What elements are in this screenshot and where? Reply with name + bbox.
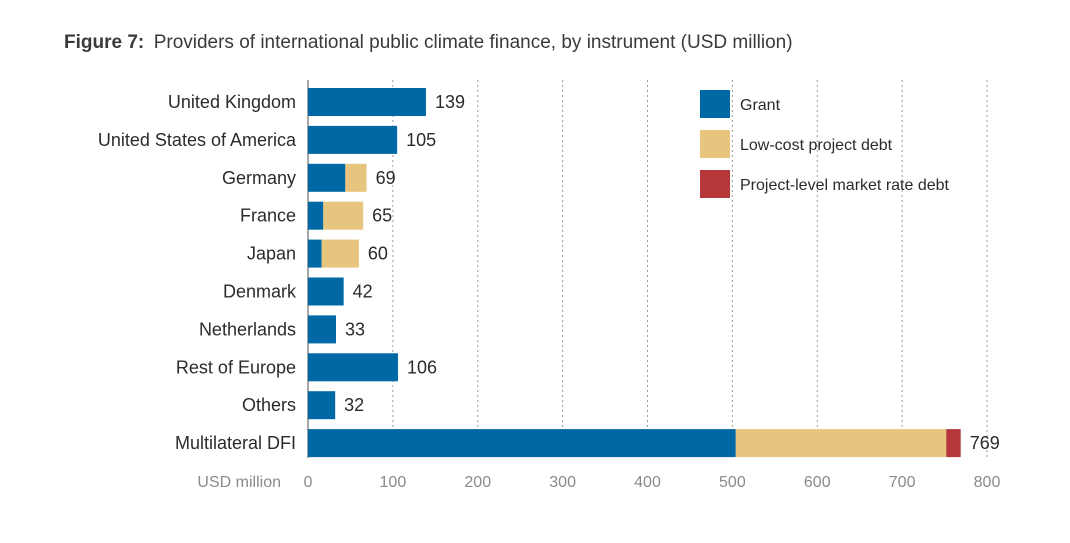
x-axis-label: USD million (197, 474, 281, 491)
category-label-7: Netherlands (199, 319, 296, 339)
x-tick-label-0: 0 (304, 474, 313, 491)
chart-title-prefix: Figure 7: (64, 32, 144, 53)
category-label-1: United Kingdom (168, 92, 296, 112)
legend-label-1: Grant (740, 97, 781, 114)
x-tick-label-200: 200 (464, 474, 491, 491)
bar-3-series-2 (345, 163, 367, 192)
chart-title: Figure 7: Providers of international pub… (64, 32, 793, 53)
chart-title-text: Providers of international public climat… (154, 32, 793, 53)
bar-9-series-1 (308, 391, 336, 420)
legend-swatch-1 (700, 90, 730, 118)
x-tick-label-600: 600 (804, 474, 831, 491)
legend-swatch-2 (700, 130, 730, 158)
x-tick-label-800: 800 (974, 474, 1001, 491)
total-label-9: 32 (344, 395, 364, 415)
legend-label-3: Project-level market rate debt (740, 177, 950, 194)
x-tick-label-500: 500 (719, 474, 746, 491)
bar-10-series-3 (946, 429, 961, 458)
x-tick-label-700: 700 (889, 474, 916, 491)
total-label-2: 105 (406, 130, 436, 150)
bar-6-series-1 (308, 277, 344, 306)
x-axis: USD million 0 100 200 300 400 500 600 700 800 (197, 474, 1000, 491)
total-label-10: 769 (970, 433, 1000, 453)
x-tick-label-300: 300 (549, 474, 576, 491)
bar-3-series-1 (308, 163, 346, 192)
x-tick-label-100: 100 (380, 474, 407, 491)
total-label-4: 65 (372, 206, 392, 226)
bar-10-series-1 (308, 429, 736, 458)
total-label-6: 42 (353, 282, 373, 302)
bar-10-series-2 (735, 429, 947, 458)
legend: Grant Low-cost project debt Project-level … (700, 90, 950, 198)
total-label-8: 106 (407, 357, 437, 377)
total-label-1: 139 (435, 92, 465, 112)
bar-4-series-1 (308, 201, 324, 230)
category-label-10: Multilateral DFI (175, 433, 296, 453)
category-label-6: Denmark (223, 282, 297, 302)
category-label-8: Rest of Europe (176, 357, 296, 377)
bar-5-series-1 (308, 239, 322, 268)
category-labels: United Kingdom United States of America Ge… (98, 92, 297, 453)
category-label-4: France (240, 206, 296, 226)
bars (308, 88, 961, 458)
legend-label-2: Low-cost project debt (740, 137, 893, 154)
total-label-3: 69 (376, 168, 396, 188)
legend-swatch-3 (700, 170, 730, 198)
total-labels: 139 105 69 65 60 42 33 106 32 769 (344, 92, 1000, 453)
total-label-7: 33 (345, 319, 365, 339)
x-tick-label-400: 400 (634, 474, 661, 491)
bar-1-series-1 (308, 88, 426, 116)
bar-8-series-1 (308, 353, 398, 382)
bar-2-series-1 (308, 125, 398, 154)
category-label-2: United States of America (98, 130, 297, 150)
category-label-5: Japan (247, 244, 296, 264)
bar-4-series-2 (323, 201, 364, 230)
category-label-9: Others (242, 395, 296, 415)
bar-5-series-2 (321, 239, 359, 268)
bar-7-series-1 (308, 315, 337, 344)
category-label-3: Germany (222, 168, 296, 188)
total-label-5: 60 (368, 244, 388, 264)
